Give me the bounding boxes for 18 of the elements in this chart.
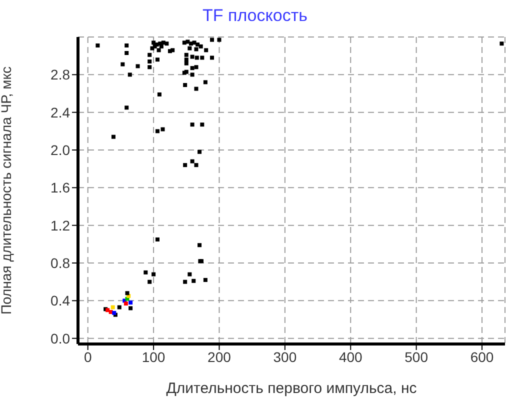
x-tick-label: 100 <box>142 348 166 365</box>
x-tick-label: 200 <box>208 348 232 365</box>
x-tick-label: 300 <box>273 348 297 365</box>
y-tick-label: 2.4 <box>50 104 70 120</box>
chart-title: TF плоскость <box>202 6 308 26</box>
y-tick-label: 0.8 <box>50 254 70 271</box>
x-tick-label: 0 <box>84 348 92 365</box>
x-axis-title: Длительность первого импульса, нс <box>165 380 418 397</box>
y-tick-label: 2.0 <box>50 142 70 158</box>
x-tick-label: 600 <box>470 348 494 365</box>
y-tick-label: 1.2 <box>50 217 70 234</box>
y-tick-label: 0.0 <box>50 330 70 346</box>
y-tick-label: 0.4 <box>50 292 70 309</box>
y-tick-label: 2.8 <box>50 66 70 83</box>
x-tick-label: 400 <box>338 348 363 365</box>
x-tick-label: 500 <box>404 348 428 365</box>
y-tick-label: 1.6 <box>50 180 70 196</box>
y-axis-title: Полная длительность сигнала ЧР, мкс <box>0 66 14 315</box>
